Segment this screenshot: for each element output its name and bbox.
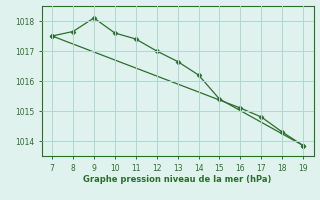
- X-axis label: Graphe pression niveau de la mer (hPa): Graphe pression niveau de la mer (hPa): [84, 175, 272, 184]
